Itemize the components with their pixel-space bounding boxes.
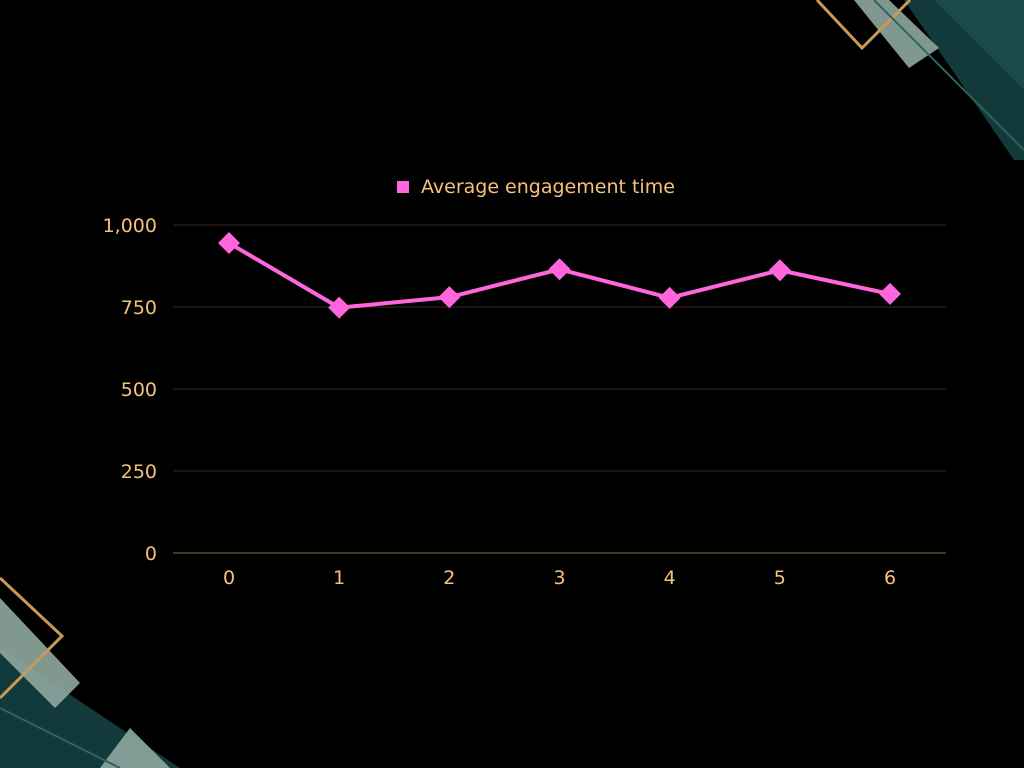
- gridlines: [173, 224, 946, 554]
- data-point-marker: [879, 282, 901, 305]
- legend: Average engagement time: [397, 176, 675, 198]
- legend-label: Average engagement time: [421, 176, 675, 198]
- x-tick-label: 0: [223, 567, 235, 589]
- x-tick-label: 4: [664, 567, 676, 589]
- data-point-marker: [768, 259, 791, 282]
- x-tick-label: 6: [884, 567, 896, 589]
- y-tick-label: 0: [145, 543, 157, 565]
- decorative-corner-bottom-left: [0, 576, 180, 768]
- x-tick-label: 3: [553, 567, 565, 589]
- data-point-marker: [218, 232, 240, 255]
- x-axis-tick-labels: 0 1 2 3 4 5 6: [223, 567, 896, 589]
- x-tick-label: 2: [443, 567, 455, 589]
- y-tick-label: 500: [121, 379, 157, 401]
- y-axis-tick-labels: 0 250 500 750 1,000: [103, 215, 157, 565]
- y-tick-label: 1,000: [103, 215, 157, 237]
- series-layer: [218, 232, 901, 319]
- data-point-marker: [328, 296, 351, 319]
- y-tick-label: 750: [121, 297, 157, 319]
- y-tick-label: 250: [121, 461, 157, 483]
- x-tick-label: 5: [774, 567, 786, 589]
- data-point-marker: [658, 286, 681, 309]
- legend-swatch: [397, 181, 409, 193]
- data-point-marker: [548, 258, 571, 281]
- data-point-marker: [438, 286, 461, 309]
- decorative-corner-top-right: [815, 0, 1024, 160]
- x-tick-label: 1: [333, 567, 345, 589]
